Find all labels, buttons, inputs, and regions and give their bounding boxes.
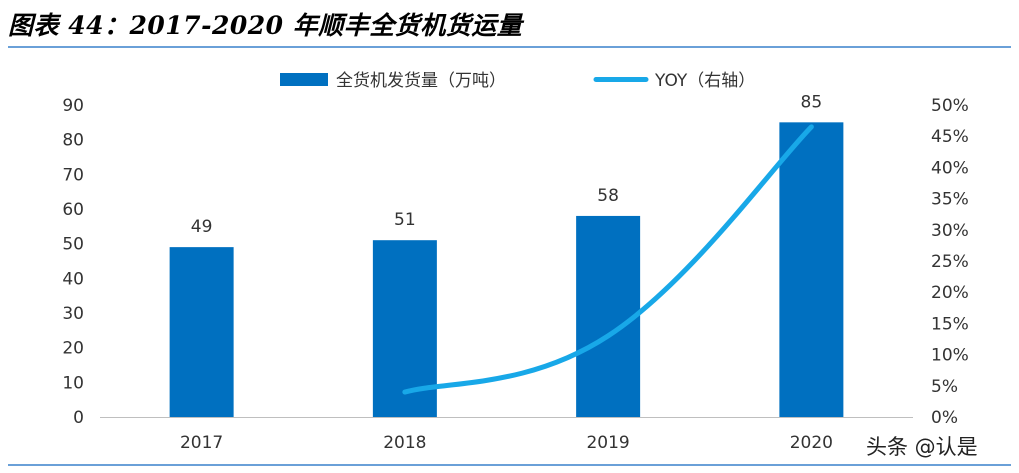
right-axis-tick-label: 45% [931, 127, 969, 147]
left-axis-tick-label: 40 [62, 269, 84, 289]
bar-value-label: 58 [597, 186, 619, 206]
x-axis-ticks: 2017 2018 2019 2020 [180, 433, 833, 453]
left-axis-tick-label: 80 [62, 131, 84, 151]
right-axis-ticks: 0% 5% 10% 15% 20% 25% 30% 35% 40% 45% 50% [931, 96, 969, 428]
left-axis-tick-label: 90 [62, 96, 84, 116]
right-axis-tick-label: 10% [931, 346, 969, 366]
left-axis-tick-label: 20 [62, 339, 84, 359]
left-axis-tick-label: 70 [62, 165, 84, 185]
legend: 全货机发货量（万吨） YOY（右轴） [280, 71, 755, 91]
watermark-text: 头条 @认是 [866, 435, 978, 459]
right-axis-tick-label: 15% [931, 314, 969, 334]
x-axis-tick-label: 2018 [383, 433, 426, 453]
left-axis-tick-label: 60 [62, 200, 84, 220]
bar-value-label: 49 [191, 217, 213, 237]
yoy-series-line [402, 124, 814, 395]
bar-data-labels: 49 51 58 85 [191, 92, 822, 237]
chart-title: 图表 44：2017-2020 年顺丰全货机货运量 [8, 11, 523, 40]
legend-bar-label: 全货机发货量（万吨） [336, 71, 506, 91]
bar-2020 [779, 122, 844, 417]
bar-2017 [169, 247, 234, 417]
x-axis-tick-label: 2020 [790, 433, 833, 453]
bar-value-label: 85 [801, 92, 823, 112]
right-axis-tick-label: 35% [931, 190, 969, 210]
bottom-divider [8, 464, 1011, 466]
title-divider [8, 46, 1011, 48]
right-axis-tick-label: 5% [931, 377, 958, 397]
left-axis-ticks: 0 10 20 30 40 50 60 70 80 90 [62, 96, 84, 428]
left-axis-tick-label: 10 [62, 373, 84, 393]
left-axis-tick-label: 50 [62, 235, 84, 255]
right-axis-tick-label: 40% [931, 158, 969, 178]
right-axis-tick-label: 20% [931, 283, 969, 303]
right-axis-tick-label: 25% [931, 252, 969, 272]
bar-value-label: 51 [394, 210, 416, 230]
bar-2019 [576, 215, 641, 417]
legend-line-label: YOY（右轴） [654, 71, 755, 91]
right-axis-tick-label: 0% [931, 408, 958, 428]
bars [169, 122, 844, 417]
x-axis-tick-label: 2019 [586, 433, 629, 453]
right-axis-tick-label: 30% [931, 221, 969, 241]
left-axis-tick-label: 30 [62, 304, 84, 324]
left-axis-tick-label: 0 [73, 408, 84, 428]
right-axis-tick-label: 50% [931, 96, 969, 116]
legend-bar-swatch [280, 73, 328, 86]
x-axis-tick-label: 2017 [180, 433, 223, 453]
